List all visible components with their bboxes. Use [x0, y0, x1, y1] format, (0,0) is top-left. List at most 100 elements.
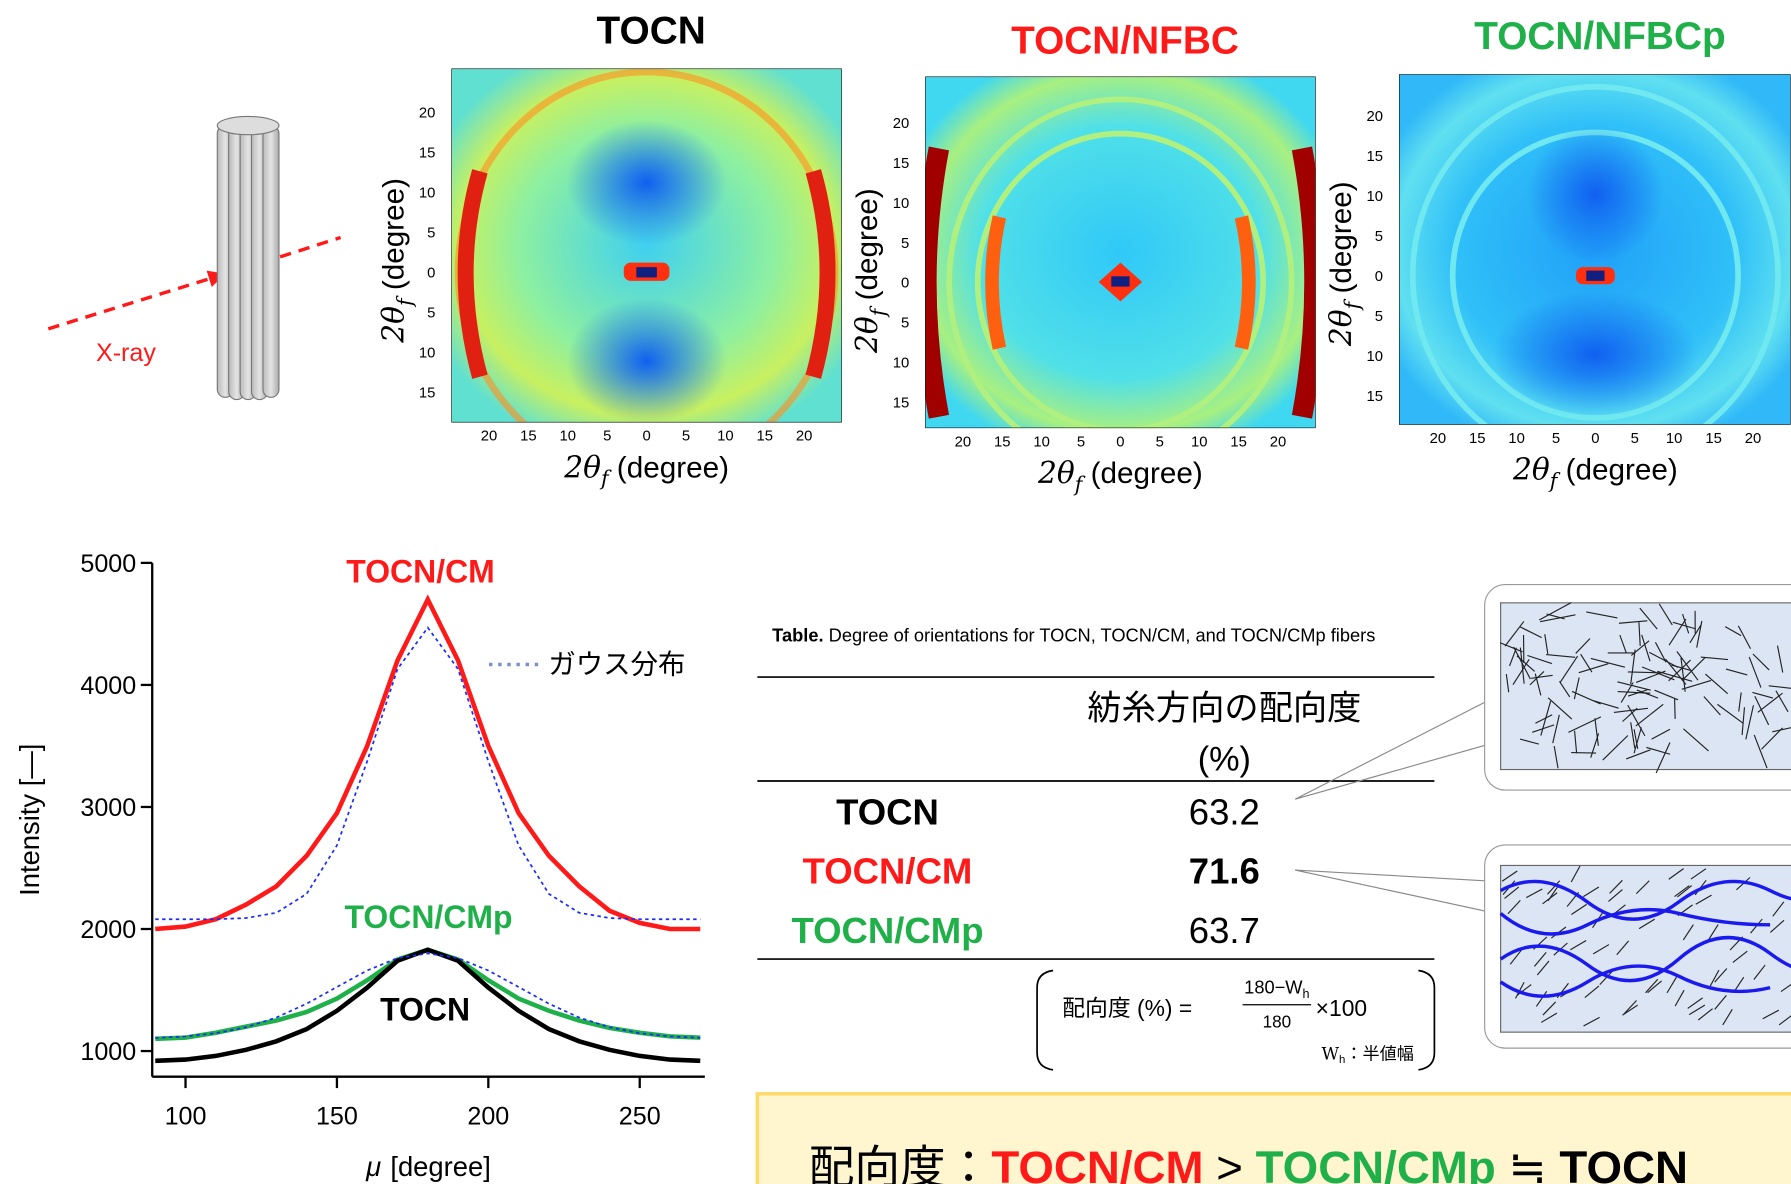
- caption-label: Table.: [772, 625, 823, 646]
- label-unit: (degree): [851, 188, 884, 308]
- beam: [279, 235, 342, 259]
- x-axis-label: μ [degree]: [365, 1151, 491, 1182]
- hatch-stroke: [1504, 886, 1520, 899]
- hatch-stroke: [1608, 889, 1623, 902]
- label-unit: (degree): [377, 178, 410, 298]
- hatch-stroke: [1499, 642, 1523, 653]
- hatch-stroke: [1570, 940, 1587, 951]
- label-unit: (degree): [1557, 454, 1677, 487]
- pattern-x-tick: 20: [1270, 434, 1287, 450]
- series-label: TOCN/CM: [346, 553, 495, 589]
- hatch-stroke: [1666, 976, 1677, 994]
- pattern-x-tick: 10: [560, 429, 577, 445]
- hatch-stroke: [1697, 1008, 1713, 1021]
- y-tick-label: 1000: [80, 1038, 136, 1066]
- pattern-x-tick: 10: [1191, 434, 1207, 450]
- pattern-x-label: 2θf (degree): [1512, 452, 1678, 493]
- pattern-y-tick: 0: [1375, 269, 1383, 285]
- hatch-stroke: [1509, 949, 1522, 965]
- hatch-stroke: [1757, 692, 1783, 713]
- hatch-stroke: [1535, 714, 1553, 724]
- hatch-stroke: [1507, 899, 1521, 915]
- formula-lhs: 配向度 (%) =: [1062, 995, 1192, 1021]
- hatch-stroke: [1724, 626, 1742, 637]
- conclusion-op: >: [1204, 1142, 1256, 1184]
- hatch-stroke: [1573, 730, 1578, 754]
- numerator-sub: h: [1303, 987, 1310, 1001]
- x-label-text: [degree]: [390, 1151, 491, 1182]
- label-unit: (degree): [1325, 181, 1358, 301]
- hatch-stroke: [1583, 1016, 1600, 1027]
- hatch-stroke: [1676, 651, 1699, 681]
- hatch-stroke: [1745, 705, 1755, 740]
- hatch-stroke: [1778, 1015, 1791, 1026]
- hatch-stroke: [1613, 707, 1648, 714]
- pattern-x-tick: 20: [1430, 431, 1447, 447]
- formula-denominator: 180: [1263, 1013, 1292, 1032]
- hatch-stroke: [1544, 634, 1549, 654]
- hatch-stroke: [1516, 984, 1532, 997]
- hatch-stroke: [1748, 656, 1762, 688]
- pattern-y-label: 2θf (degree): [1323, 181, 1364, 347]
- pattern-y-tick: 15: [893, 396, 910, 412]
- caption-text: Degree of orientations for TOCN, TOCN/CM…: [829, 625, 1376, 646]
- hatch-stroke: [1633, 729, 1639, 749]
- x-tick-label: 200: [467, 1103, 509, 1131]
- conclusion-op: ≒: [1496, 1142, 1560, 1184]
- hatch-stroke: [1689, 624, 1702, 644]
- pattern-y-tick: 10: [893, 356, 910, 372]
- hatch-stroke: [1754, 696, 1770, 726]
- pattern-x-tick: 10: [1033, 434, 1050, 450]
- beam: [47, 270, 226, 331]
- note-sub: h: [1339, 1054, 1345, 1066]
- pattern-y-tick: 10: [419, 345, 436, 361]
- label-main: 2θ: [1512, 452, 1550, 487]
- hatch-stroke: [1575, 638, 1591, 654]
- fiber-diagram: X-ray: [47, 115, 342, 401]
- y-tick-label: 4000: [80, 672, 136, 700]
- conclusion-third: TOCN: [1559, 1142, 1688, 1184]
- hatch-stroke: [1776, 645, 1784, 673]
- hatch-stroke: [1651, 728, 1671, 740]
- note-text: ：半値幅: [1345, 1045, 1413, 1064]
- pattern-x-tick: 15: [757, 429, 774, 445]
- label-sub: f: [866, 305, 890, 318]
- hatch-stroke: [1586, 611, 1618, 619]
- series-label: TOCN: [380, 992, 470, 1028]
- hatch-stroke: [1501, 870, 1518, 882]
- pattern-x-tick: 10: [717, 429, 734, 445]
- hatch-stroke: [1753, 734, 1768, 769]
- hatch-stroke: [1542, 1001, 1557, 1016]
- hatch-stroke: [1655, 742, 1671, 774]
- hatch-stroke: [1616, 940, 1630, 956]
- hatch-stroke: [1592, 944, 1610, 955]
- pattern-y-tick: 20: [893, 116, 910, 132]
- hatch-stroke: [1722, 1009, 1733, 1026]
- hatch-stroke: [1570, 865, 1581, 883]
- hatch-stroke: [1717, 703, 1744, 724]
- pattern-x-tick: 5: [1631, 431, 1639, 447]
- random-fiber-panel: [1500, 602, 1791, 771]
- hatch-stroke: [1599, 970, 1613, 985]
- pattern-x-tick: 15: [1705, 431, 1722, 447]
- hatch-stroke: [1627, 671, 1660, 674]
- callout-pointer: [1294, 695, 1497, 800]
- hatch-stroke: [1547, 885, 1559, 902]
- hatch-stroke: [1559, 655, 1579, 683]
- hatch-stroke: [1762, 1009, 1780, 1020]
- hatch-stroke: [1705, 673, 1729, 695]
- hatch-stroke: [1504, 621, 1525, 647]
- hatch-stroke: [1732, 950, 1748, 963]
- orientation-table: Table. Degree of orientations for TOCN, …: [757, 625, 1436, 1071]
- hatch-stroke: [1654, 642, 1667, 663]
- hatch-stroke: [1772, 901, 1785, 917]
- hatch-stroke: [1633, 727, 1642, 754]
- hatch-stroke: [1737, 625, 1752, 650]
- hatch-stroke: [1622, 1004, 1639, 1016]
- pattern-x-tick: 15: [1230, 434, 1247, 450]
- pattern-x-tick: 15: [520, 429, 537, 445]
- hatch-stroke: [1638, 622, 1641, 647]
- pattern-y-tick: 0: [901, 276, 909, 292]
- label-main: 2θ: [1323, 309, 1358, 347]
